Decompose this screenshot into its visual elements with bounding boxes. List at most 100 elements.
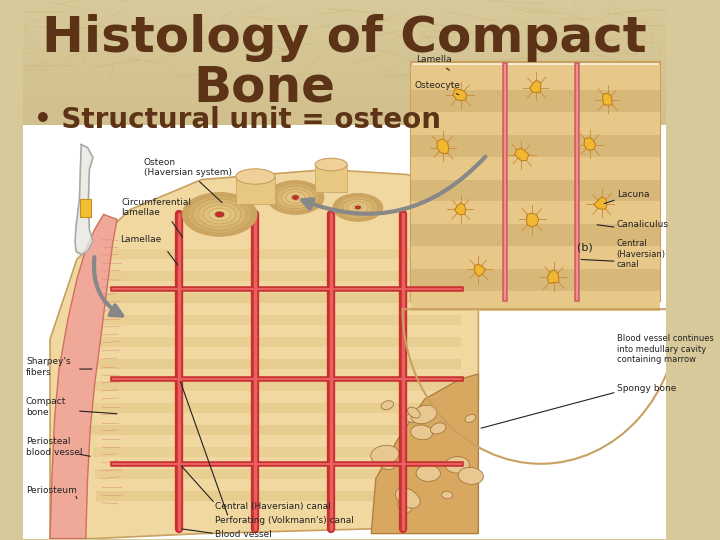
Text: Perforating (Volkmann's) canal: Perforating (Volkmann's) canal xyxy=(215,516,354,525)
Ellipse shape xyxy=(282,189,310,206)
Polygon shape xyxy=(84,337,461,347)
Bar xyxy=(81,199,91,218)
Text: Compact
bone: Compact bone xyxy=(26,397,66,417)
Ellipse shape xyxy=(353,205,363,210)
Text: Blood vessel continues
into medullary cavity
containing marrow: Blood vessel continues into medullary ca… xyxy=(616,334,714,364)
Ellipse shape xyxy=(408,407,420,418)
Ellipse shape xyxy=(355,206,361,209)
Text: Sharpey's
fibers: Sharpey's fibers xyxy=(26,357,71,377)
FancyBboxPatch shape xyxy=(411,112,660,134)
Ellipse shape xyxy=(276,186,315,209)
FancyBboxPatch shape xyxy=(411,90,660,112)
Ellipse shape xyxy=(315,158,347,171)
Text: Lacuna: Lacuna xyxy=(616,190,649,199)
Ellipse shape xyxy=(338,196,378,219)
Polygon shape xyxy=(82,315,461,325)
Polygon shape xyxy=(474,264,485,276)
Polygon shape xyxy=(88,381,461,391)
Polygon shape xyxy=(547,269,559,284)
Ellipse shape xyxy=(431,423,446,434)
Ellipse shape xyxy=(215,212,224,217)
Polygon shape xyxy=(75,145,93,254)
Polygon shape xyxy=(437,139,449,153)
FancyBboxPatch shape xyxy=(411,65,660,90)
Text: Lamella: Lamella xyxy=(416,55,451,70)
Ellipse shape xyxy=(271,184,319,212)
Ellipse shape xyxy=(204,205,235,224)
Text: Canaliculus: Canaliculus xyxy=(616,220,669,229)
Ellipse shape xyxy=(441,491,453,499)
Polygon shape xyxy=(50,170,478,538)
Text: Periosteum: Periosteum xyxy=(26,486,77,495)
Text: Blood vessel: Blood vessel xyxy=(215,530,272,539)
Polygon shape xyxy=(89,403,461,413)
Text: Circumferential
lamellae: Circumferential lamellae xyxy=(122,198,192,217)
Text: Spongy bone: Spongy bone xyxy=(616,384,676,394)
Ellipse shape xyxy=(187,195,252,233)
Polygon shape xyxy=(454,203,466,215)
Ellipse shape xyxy=(416,465,441,482)
FancyBboxPatch shape xyxy=(411,179,660,201)
Ellipse shape xyxy=(291,194,300,200)
Ellipse shape xyxy=(395,488,420,508)
Polygon shape xyxy=(526,213,539,227)
Polygon shape xyxy=(77,249,461,259)
FancyBboxPatch shape xyxy=(411,134,660,157)
Ellipse shape xyxy=(215,211,225,218)
Text: Central
(Haversian)
canal: Central (Haversian) canal xyxy=(616,239,666,269)
Ellipse shape xyxy=(182,192,257,237)
Ellipse shape xyxy=(198,202,241,227)
FancyBboxPatch shape xyxy=(23,125,666,538)
FancyBboxPatch shape xyxy=(411,62,660,301)
Ellipse shape xyxy=(267,180,324,214)
Polygon shape xyxy=(584,138,595,150)
Ellipse shape xyxy=(374,452,395,470)
Polygon shape xyxy=(530,80,541,92)
Polygon shape xyxy=(86,359,461,369)
FancyBboxPatch shape xyxy=(411,201,660,225)
Polygon shape xyxy=(81,293,461,303)
Polygon shape xyxy=(91,425,461,435)
Text: Osteon
(Haversian system): Osteon (Haversian system) xyxy=(144,158,232,177)
Ellipse shape xyxy=(286,192,305,203)
Polygon shape xyxy=(235,177,275,205)
Ellipse shape xyxy=(235,169,275,184)
Ellipse shape xyxy=(405,414,417,423)
Ellipse shape xyxy=(410,425,433,440)
Ellipse shape xyxy=(193,199,246,230)
Polygon shape xyxy=(96,491,461,501)
Ellipse shape xyxy=(371,446,399,464)
Polygon shape xyxy=(593,197,607,209)
Ellipse shape xyxy=(333,193,383,221)
Polygon shape xyxy=(372,374,478,534)
Text: Periosteal
blood vessel: Periosteal blood vessel xyxy=(26,437,83,456)
Polygon shape xyxy=(603,93,612,105)
FancyBboxPatch shape xyxy=(411,291,660,311)
FancyBboxPatch shape xyxy=(411,157,660,179)
FancyBboxPatch shape xyxy=(411,246,660,269)
Polygon shape xyxy=(93,447,461,457)
Ellipse shape xyxy=(411,405,437,424)
Text: Central (Haversian) canal: Central (Haversian) canal xyxy=(215,502,331,511)
Text: Bone: Bone xyxy=(193,64,336,112)
Polygon shape xyxy=(315,165,347,192)
Text: (b): (b) xyxy=(577,242,593,252)
Ellipse shape xyxy=(397,501,411,512)
Ellipse shape xyxy=(381,401,394,410)
Ellipse shape xyxy=(458,467,483,484)
Polygon shape xyxy=(78,271,461,281)
Ellipse shape xyxy=(343,199,373,216)
FancyBboxPatch shape xyxy=(411,269,660,291)
FancyBboxPatch shape xyxy=(411,225,660,246)
Ellipse shape xyxy=(292,195,299,199)
Text: Lamellae: Lamellae xyxy=(120,235,161,244)
Polygon shape xyxy=(95,469,461,479)
Text: • Structural unit = osteon: • Structural unit = osteon xyxy=(34,106,441,134)
Polygon shape xyxy=(453,89,467,100)
Ellipse shape xyxy=(465,414,476,422)
Polygon shape xyxy=(50,214,117,538)
Polygon shape xyxy=(515,148,529,161)
Ellipse shape xyxy=(209,208,230,221)
Ellipse shape xyxy=(445,457,469,473)
Text: Osteocyte: Osteocyte xyxy=(414,81,460,94)
